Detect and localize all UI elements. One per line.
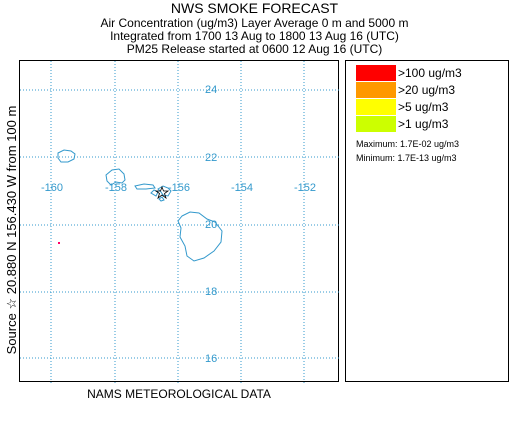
lat-label: 16: [205, 353, 217, 365]
legend-swatch: [356, 65, 396, 81]
legend-item: >20 ug/m3: [356, 82, 506, 98]
lon-label: -156: [168, 182, 190, 194]
maximum-value: Maximum: 1.7E-02 ug/m3: [356, 139, 460, 149]
legend-label: >5 ug/m3: [398, 100, 449, 114]
release-info: PM25 Release started at 0600 12 Aug 16 (…: [126, 42, 383, 56]
legend-label: >1 ug/m3: [398, 117, 449, 131]
map-panel: 24 22 20 18 16 -160 -158 -156 -154 -152: [19, 60, 340, 383]
hawaii-map: 24 22 20 18 16 -160 -158 -156 -154 -152: [20, 61, 340, 383]
source-location-label: Source ☆ 20.880 N 156.430 W from 100 m: [4, 105, 19, 355]
molokai-island: [134, 183, 156, 190]
oahu-island: [105, 168, 126, 186]
source-star-icon: [154, 185, 170, 200]
legend-item: >1 ug/m3: [356, 116, 506, 132]
lat-label: 24: [205, 84, 217, 96]
concentration-subtitle: Air Concentration (ug/m3) Layer Average …: [100, 16, 409, 30]
legend-label: >20 ug/m3: [398, 83, 456, 97]
legend-item: >5 ug/m3: [356, 99, 506, 115]
legend-swatch: [356, 82, 396, 98]
integration-period: Integrated from 1700 13 Aug to 1800 13 A…: [110, 29, 399, 43]
lat-label: 18: [205, 286, 217, 298]
lat-label: 22: [205, 152, 217, 164]
met-data-label: NAMS METEOROLOGICAL DATA: [87, 387, 271, 401]
legend-item: >100 ug/m3: [356, 65, 506, 81]
lon-label: -154: [231, 182, 253, 194]
legend-swatch: [356, 99, 396, 115]
kahoolawe-island: [158, 196, 165, 202]
maui-island: [157, 185, 172, 197]
forecast-title: NWS SMOKE FORECAST: [170, 0, 339, 16]
smoke-concentration-dot: [58, 242, 60, 244]
minimum-value: Minimum: 1.7E-13 ug/m3: [356, 153, 457, 163]
legend-label: >100 ug/m3: [398, 66, 462, 80]
hawaii-big-island: [177, 211, 223, 262]
legend-swatch: [356, 116, 396, 132]
lon-label: -152: [294, 182, 316, 194]
lon-label: -160: [41, 182, 63, 194]
lon-label: -158: [105, 182, 127, 194]
kauai-island: [57, 149, 76, 163]
legend-panel: >100 ug/m3 >20 ug/m3 >5 ug/m3 >1 ug/m3 M…: [345, 60, 509, 382]
